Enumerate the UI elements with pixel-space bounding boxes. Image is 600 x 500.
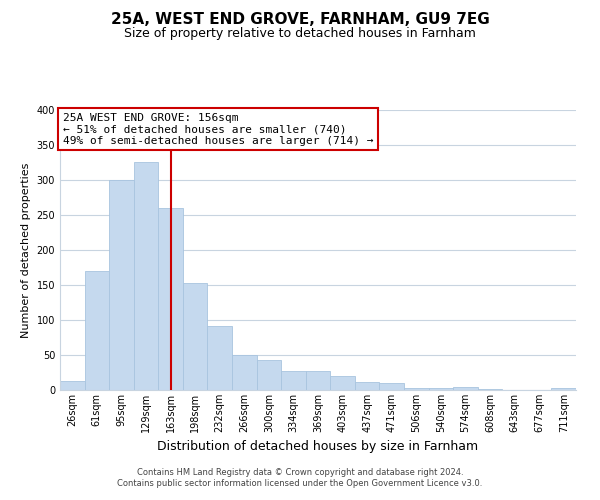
- Text: 25A WEST END GROVE: 156sqm
← 51% of detached houses are smaller (740)
49% of sem: 25A WEST END GROVE: 156sqm ← 51% of deta…: [62, 113, 373, 146]
- Bar: [232, 355, 257, 390]
- Bar: [404, 388, 428, 390]
- Bar: [208, 326, 232, 390]
- Text: 25A, WEST END GROVE, FARNHAM, GU9 7EG: 25A, WEST END GROVE, FARNHAM, GU9 7EG: [110, 12, 490, 28]
- Bar: [257, 360, 281, 390]
- Text: Contains HM Land Registry data © Crown copyright and database right 2024.
Contai: Contains HM Land Registry data © Crown c…: [118, 468, 482, 487]
- Bar: [183, 283, 208, 390]
- Bar: [330, 376, 355, 390]
- Bar: [158, 208, 183, 390]
- Bar: [551, 388, 576, 390]
- Bar: [109, 180, 134, 390]
- Bar: [85, 271, 109, 390]
- Bar: [134, 162, 158, 390]
- Bar: [281, 371, 306, 390]
- Bar: [428, 388, 453, 390]
- Y-axis label: Number of detached properties: Number of detached properties: [21, 162, 31, 338]
- Bar: [306, 371, 330, 390]
- Bar: [60, 381, 85, 390]
- Bar: [355, 382, 379, 390]
- Bar: [379, 383, 404, 390]
- Bar: [453, 387, 478, 390]
- Text: Size of property relative to detached houses in Farnham: Size of property relative to detached ho…: [124, 28, 476, 40]
- X-axis label: Distribution of detached houses by size in Farnham: Distribution of detached houses by size …: [157, 440, 479, 454]
